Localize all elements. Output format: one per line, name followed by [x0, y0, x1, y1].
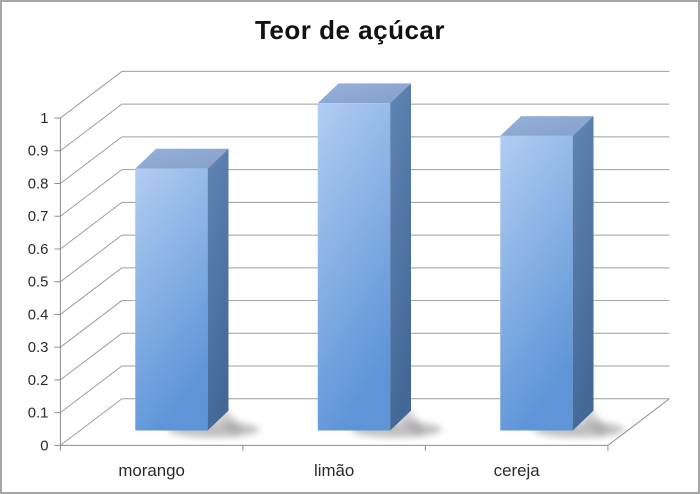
bar-morango-front-face: [135, 168, 208, 431]
bar-cereja-side-face: [572, 116, 594, 431]
y-axis-tick-label: 0.8: [28, 176, 49, 192]
bar-cereja-top-face: [500, 116, 594, 136]
y-axis-tick-label: 0.3: [28, 340, 49, 356]
side-wall-gridline: [60, 267, 123, 315]
y-axis-tick-label: 0.2: [28, 373, 49, 389]
category-label-morango: morango: [118, 461, 185, 480]
side-wall-gridline: [60, 300, 123, 348]
y-axis-tick-label: 0.9: [28, 144, 49, 160]
side-wall-gridline: [60, 332, 123, 381]
bar-limao-top-face: [317, 83, 412, 104]
side-wall-gridline: [60, 365, 123, 414]
y-axis-tick-label: 0.7: [28, 209, 49, 225]
y-axis-tick-label: 0.1: [28, 406, 49, 422]
bar-morango-top-face: [135, 148, 229, 169]
bar-limao-front-face: [317, 103, 391, 431]
category-label-cereja: cereja: [494, 461, 541, 480]
side-wall-gridline: [60, 103, 123, 152]
side-wall-gridline: [60, 169, 123, 217]
side-wall-gridline: [60, 234, 123, 283]
bar-morango-side-face: [207, 148, 229, 431]
bar-cereja-front-face: [500, 135, 573, 431]
y-axis-tick-label: 0.6: [28, 242, 49, 258]
side-wall-gridline: [60, 136, 123, 184]
y-axis-tick-label: 0.5: [28, 275, 49, 291]
side-wall-gridline: [60, 398, 123, 446]
side-wall-gridline: [60, 201, 123, 250]
category-label-limao: limão: [314, 461, 354, 480]
y-axis-tick-label: 0.4: [28, 307, 49, 323]
chart-title: Teor de açúcar: [254, 15, 446, 45]
side-wall-gridline: [60, 71, 123, 119]
y-axis-tick-label: 1: [40, 111, 48, 127]
floor-right-edge: [607, 398, 670, 446]
bar-limao-side-face: [390, 83, 412, 431]
y-axis-tick-label: 0: [40, 438, 48, 454]
